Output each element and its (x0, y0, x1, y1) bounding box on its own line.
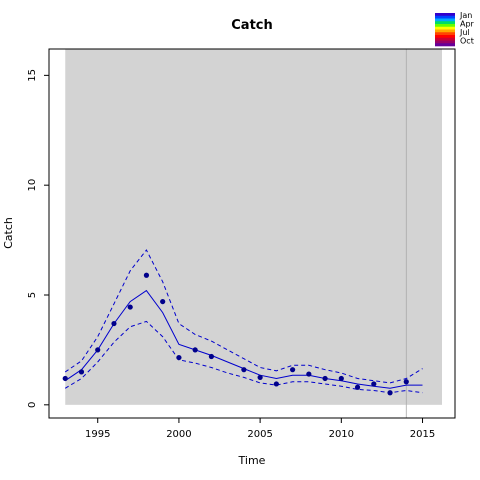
x-axis-label: Time (238, 454, 266, 467)
observed-point (338, 375, 344, 382)
y-axis-label: Catch (2, 217, 15, 249)
chart-title: Catch (231, 18, 273, 33)
legend-swatch (435, 15, 455, 19)
y-axis: 0 5 10 15 (27, 69, 50, 408)
legend-swatch (435, 35, 455, 39)
observed-point (208, 353, 214, 360)
legend-swatch (435, 13, 455, 17)
x-tick-label: 2015 (410, 429, 435, 440)
observed-point (127, 304, 133, 310)
series-layer (62, 249, 423, 396)
y-tick-label: 0 (27, 402, 38, 408)
observed-point (273, 381, 279, 387)
legend-swatch (435, 24, 455, 28)
observed-point (78, 369, 85, 375)
legend-swatch (435, 26, 455, 30)
y-tick-label: 10 (27, 179, 38, 192)
observed-point (62, 375, 68, 382)
observed-point (403, 379, 409, 385)
observed-point (143, 272, 150, 278)
observed-point (322, 375, 328, 382)
legend-swatch (435, 18, 455, 22)
observed-point (257, 374, 263, 380)
observed-point (95, 347, 101, 353)
upper-bound-line (64, 249, 423, 384)
observed-point (176, 354, 182, 361)
legend-swatch (435, 32, 455, 36)
observed-point (192, 347, 198, 353)
lower-bound-line (64, 320, 423, 394)
shaded-region (65, 49, 443, 405)
observed-point (387, 390, 393, 396)
legend-swatch (435, 40, 455, 44)
observed-point (111, 320, 117, 327)
observed-point (241, 367, 247, 373)
x-tick-label: 1995 (85, 429, 110, 440)
y-tick-label: 5 (27, 292, 38, 298)
x-axis: 1995 2000 2005 2010 2015 (85, 417, 435, 440)
legend-label: Jul (459, 28, 470, 37)
observed-point (354, 384, 361, 390)
y-tick-label: 15 (27, 69, 38, 82)
plot-background (65, 49, 443, 418)
legend-swatch (435, 29, 455, 33)
legend-label: Oct (460, 37, 474, 46)
observed-point (290, 367, 296, 373)
observed-point (306, 371, 312, 377)
x-tick-label: 2005 (247, 429, 272, 440)
legend-swatch (435, 37, 455, 41)
x-tick-label: 2000 (166, 429, 191, 440)
legend-label: Apr (460, 20, 475, 29)
legend-label: Jan (459, 11, 472, 20)
legend-swatch (435, 43, 455, 47)
observed-point (160, 298, 166, 305)
x-tick-label: 2010 (329, 429, 354, 440)
observed-point (371, 381, 377, 387)
legend-swatch (435, 21, 455, 25)
